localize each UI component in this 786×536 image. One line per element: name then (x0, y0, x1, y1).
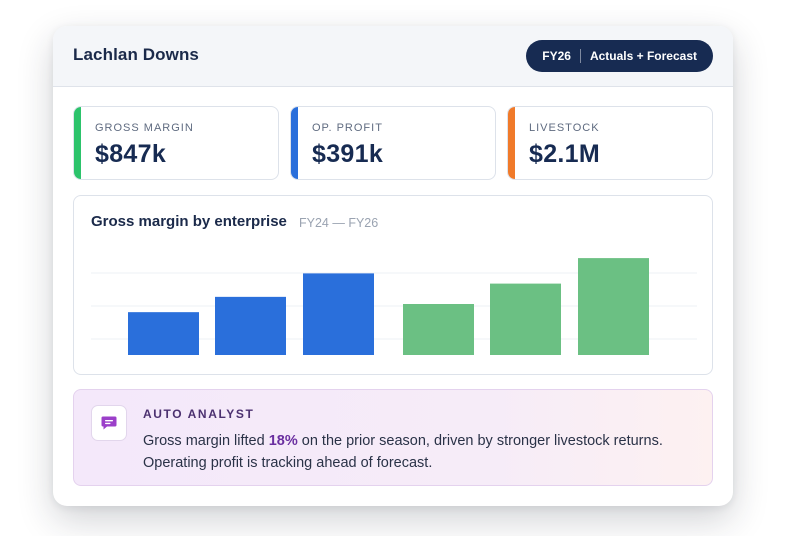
kpi-accent-stripe (508, 107, 515, 179)
gross-margin-chart: Gross margin by enterprise FY24 — FY26 (73, 195, 713, 375)
analyst-label: AUTO ANALYST (143, 407, 255, 421)
period-selector[interactable]: FY26 Actuals + Forecast (526, 40, 713, 72)
kpi-label: LIVESTOCK (529, 122, 600, 134)
period-label: FY26 (542, 49, 571, 63)
kpi-gross-margin[interactable]: GROSS MARGIN $847k (73, 106, 279, 180)
auto-analyst-panel: AUTO ANALYST Gross margin lifted 18% on … (73, 389, 713, 486)
kpi-livestock[interactable]: LIVESTOCK $2.1M (507, 106, 713, 180)
kpi-accent-stripe (291, 107, 298, 179)
mode-label: Actuals + Forecast (589, 49, 697, 63)
chart-bar-2[interactable] (215, 296, 286, 355)
analyst-text-end: on the prior season, driven by stronger … (143, 433, 663, 471)
pill-divider (579, 49, 581, 63)
analyst-summary: Gross margin lifted 18% on the prior sea… (143, 430, 688, 474)
kpi-value: $2.1M (529, 140, 600, 168)
dashboard-card: Lachlan Downs FY26 Actuals + Forecast GR… (53, 26, 733, 506)
kpi-label: OP. PROFIT (312, 122, 383, 134)
chart-title: Gross margin by enterprise (91, 213, 287, 230)
kpi-accent-stripe (74, 107, 81, 179)
chart-subtitle: FY24 — FY26 (299, 216, 379, 230)
kpi-label: GROSS MARGIN (95, 122, 194, 134)
chart-bar-5[interactable] (490, 283, 561, 355)
chart-bar-1[interactable] (128, 312, 199, 355)
kpi-value: $847k (95, 140, 167, 168)
chart-bar-6[interactable] (578, 258, 649, 355)
kpi-op-profit[interactable]: OP. PROFIT $391k (290, 106, 496, 180)
chart-bar-4[interactable] (403, 304, 474, 355)
analyst-text-start: Gross margin lifted (143, 433, 269, 449)
kpi-value: $391k (312, 140, 384, 168)
page-title: Lachlan Downs (73, 45, 199, 64)
chart-bar-3[interactable] (303, 273, 374, 355)
chart-plot (91, 258, 697, 355)
analyst-highlight: 18% (268, 433, 298, 449)
chat-icon (91, 405, 127, 441)
card-header: Lachlan Downs FY26 Actuals + Forecast (53, 26, 733, 87)
